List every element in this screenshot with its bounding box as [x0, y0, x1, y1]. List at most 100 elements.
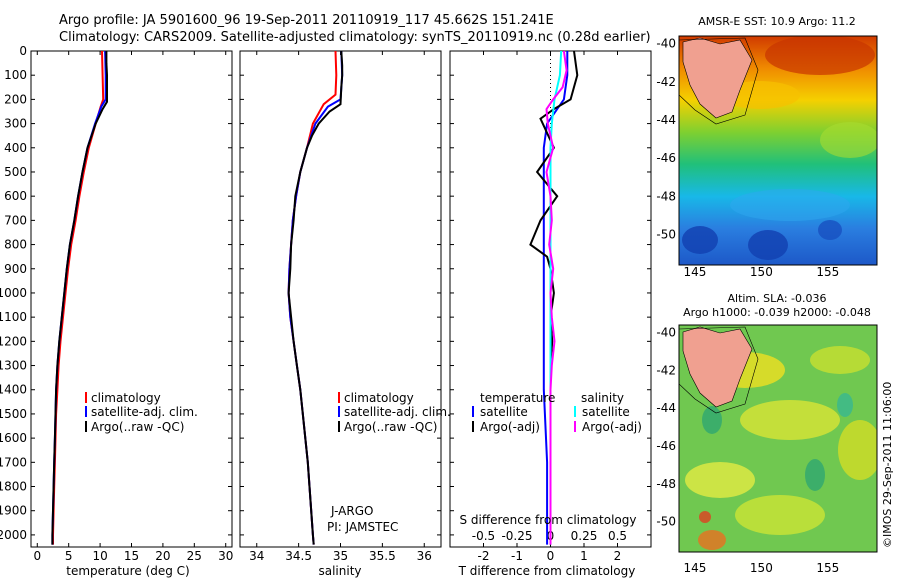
x-tick-label: 34.5	[285, 549, 312, 563]
x-tick-label: 35	[333, 549, 348, 563]
map-lat-label: -42	[656, 363, 676, 377]
depth-tick-label: 2000	[0, 528, 27, 542]
x-tick-label: 5	[65, 549, 73, 563]
depth-tick-label: 0	[19, 44, 27, 58]
profile-lines	[51, 50, 579, 545]
map-lat-label: -40	[656, 326, 676, 340]
sst-map-frame	[678, 35, 878, 266]
x-tick-label: 30	[218, 549, 233, 563]
profile-line-satellite	[542, 51, 569, 545]
map-lat-label: -42	[656, 75, 676, 89]
x-tick-label: 10	[92, 549, 107, 563]
x-tick-label: 34	[249, 549, 264, 563]
legend-label-climatology: climatology	[91, 391, 161, 405]
legend-label-t-argo: Argo(-adj)	[480, 420, 540, 434]
x-tick-label: 35.5	[369, 549, 396, 563]
depth-tick-label: 700	[4, 213, 27, 227]
depth-tick-label: 300	[4, 117, 27, 131]
depth-tick-label: 1400	[0, 383, 27, 397]
profile-line-argo-adj-	[529, 50, 579, 545]
x-tick-label: 36	[417, 549, 432, 563]
x-tick-label: 15	[124, 549, 139, 563]
difference-legend: temperature salinity satellite Argo(-adj…	[472, 391, 642, 434]
depth-tick-label: 500	[4, 165, 27, 179]
map-lat-label: -48	[656, 477, 676, 491]
depth-tick-label: 1000	[0, 286, 27, 300]
float-annotation-1: J-ARGO	[330, 504, 373, 518]
s-diff-tick-label: -0.25	[501, 529, 532, 543]
map-lat-label: -46	[656, 151, 676, 165]
legend-title-temperature: temperature	[480, 391, 555, 405]
map-lat-label: -50	[656, 227, 676, 241]
legend-swatch-argo	[85, 421, 87, 432]
depth-tick-label: 900	[4, 262, 27, 276]
legend-swatch-s-argo	[574, 421, 576, 432]
sla-map-frame	[678, 324, 878, 553]
legend-swatch-s-satellite	[574, 406, 576, 417]
legend-swatch-climatology	[85, 392, 87, 403]
profile-line-satellite-adj-clim-	[51, 50, 107, 545]
difference-xlabel: T difference from climatology	[458, 564, 636, 578]
title-line-1: Argo profile: JA 5901600_96 19-Sep-2011 …	[59, 13, 554, 28]
map-lon-label: 155	[816, 561, 839, 575]
legend-label-argo: Argo(..raw -QC)	[91, 420, 184, 434]
salinity-xlabel: salinity	[318, 564, 361, 578]
depth-tick-label: 400	[4, 141, 27, 155]
title-line-2: Climatology: CARS2009. Satellite-adjuste…	[59, 30, 651, 45]
s-diff-tick-label: 0.5	[608, 529, 627, 543]
x-tick-label: 25	[187, 549, 202, 563]
depth-tick-label: 800	[4, 238, 27, 252]
profile-line-satellite	[549, 50, 563, 545]
depth-tick-label: 1800	[0, 480, 27, 494]
temperature-axes	[30, 50, 233, 548]
legend-swatch-t-argo	[472, 421, 474, 432]
depth-tick-label: 1500	[0, 407, 27, 421]
x-tick-label: -2	[478, 549, 490, 563]
temperature-legend: climatology satellite-adj. clim. Argo(..…	[85, 391, 198, 434]
map-lat-label: -40	[656, 37, 676, 51]
legend-label-s-argo: Argo(-adj)	[582, 420, 642, 434]
sla-map-subtitle: Argo h1000: -0.039 h2000: -0.048	[683, 306, 871, 319]
s-diff-tick-label: 0.25	[571, 529, 598, 543]
salinity-legend: climatology satellite-adj. clim. Argo(..…	[327, 391, 451, 534]
legend-swatch-satellite	[338, 406, 340, 417]
sla-map-title: Altim. SLA: -0.036	[727, 292, 826, 305]
s-diff-tick-label: -0.5	[472, 529, 495, 543]
profile-line-satellite-adj-clim-	[287, 50, 344, 545]
x-tick-label: 0	[33, 549, 41, 563]
legend-swatch-argo	[338, 421, 340, 432]
depth-tick-label: 200	[4, 92, 27, 106]
sla-map	[679, 325, 877, 552]
salinity-axes	[239, 50, 442, 548]
map-lon-label: 155	[816, 265, 839, 279]
depth-tick-label: 1100	[0, 310, 27, 324]
depth-tick-label: 100	[4, 68, 27, 82]
map-lat-label: -48	[656, 189, 676, 203]
map-lat-label: -50	[656, 515, 676, 529]
legend-swatch-satellite	[85, 406, 87, 417]
legend-swatch-t-satellite	[472, 406, 474, 417]
legend-label-s-satellite: satellite	[582, 405, 630, 419]
depth-tick-label: 1300	[0, 359, 27, 373]
float-annotation-2: PI: JAMSTEC	[327, 520, 398, 534]
x-tick-label: 20	[155, 549, 170, 563]
map-lon-label: 150	[750, 561, 773, 575]
x-tick-label: 0	[547, 549, 555, 563]
depth-tick-label: 1700	[0, 455, 27, 469]
sst-map-title: AMSR-E SST: 10.9 Argo: 11.2	[698, 15, 856, 28]
legend-swatch-climatology	[338, 392, 340, 403]
legend-label-climatology: climatology	[344, 391, 414, 405]
x-tick-label: 1	[580, 549, 588, 563]
legend-label-satellite: satellite-adj. clim.	[344, 405, 451, 419]
depth-tick-label: 600	[4, 189, 27, 203]
profile-line-argo-raw-qc-	[287, 50, 344, 545]
map-lat-label: -44	[656, 401, 676, 415]
profile-line-climatology	[287, 50, 338, 545]
profile-line-argo-adj-	[545, 50, 568, 545]
legend-label-satellite: satellite-adj. clim.	[91, 405, 198, 419]
map-lon-label: 145	[683, 265, 706, 279]
x-tick-label: 2	[614, 549, 622, 563]
profile-line-argo-raw-qc-	[51, 51, 108, 545]
legend-label-t-satellite: satellite	[480, 405, 528, 419]
